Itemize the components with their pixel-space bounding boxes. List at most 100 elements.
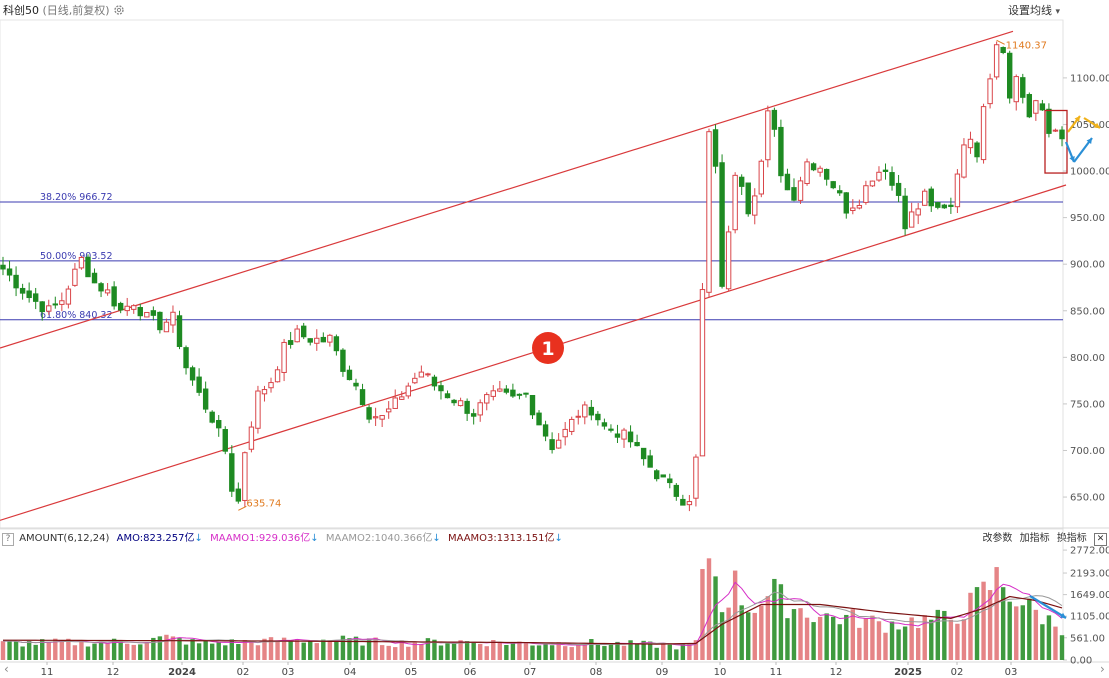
candle-body bbox=[477, 402, 483, 416]
amount-bar bbox=[942, 610, 947, 660]
amount-bar bbox=[170, 636, 176, 660]
scroll-right-button: › bbox=[1100, 662, 1105, 676]
candle-body bbox=[987, 78, 993, 105]
candle-body bbox=[209, 411, 215, 423]
ma-settings-button[interactable]: 设置均线 ▾ bbox=[1008, 2, 1060, 20]
amount-bar bbox=[752, 612, 757, 660]
x-tick-label: 11 bbox=[770, 667, 783, 678]
amount-bar bbox=[242, 640, 248, 660]
amount-bar bbox=[876, 621, 882, 660]
amount-bar bbox=[0, 641, 6, 660]
amount-bar bbox=[844, 614, 849, 660]
candle-body bbox=[948, 204, 954, 207]
gear-icon[interactable] bbox=[113, 4, 125, 16]
candle-body bbox=[765, 110, 771, 161]
amount-bar bbox=[811, 622, 816, 660]
change-params-button[interactable]: 改参数 bbox=[982, 533, 1013, 544]
candle-body bbox=[144, 311, 150, 318]
candle-body bbox=[889, 172, 895, 186]
arrow-yellow-down-head bbox=[1094, 122, 1100, 128]
candle-body bbox=[823, 168, 830, 180]
down-arrow-icon: ↓ bbox=[194, 533, 203, 544]
amount-tick-label: 0.00 bbox=[1070, 656, 1092, 667]
arrow-blue-down-head bbox=[1069, 156, 1075, 162]
amount-bar bbox=[203, 640, 208, 660]
candle-body bbox=[621, 429, 627, 440]
amount-bar bbox=[236, 644, 241, 660]
candle-body bbox=[412, 377, 418, 384]
candle-body bbox=[294, 328, 300, 343]
amount-bar bbox=[131, 644, 136, 660]
candle-body bbox=[555, 439, 562, 449]
amount-bar bbox=[883, 632, 888, 660]
add-indicator-button[interactable]: 加指标 bbox=[1019, 533, 1050, 544]
amount-bar bbox=[615, 641, 620, 660]
amount-bar bbox=[680, 644, 686, 660]
candle-body bbox=[608, 428, 614, 431]
candle-body bbox=[523, 392, 529, 395]
low-label: 635.74 bbox=[246, 498, 281, 509]
candle-body bbox=[366, 407, 372, 420]
amount-bar bbox=[955, 623, 960, 660]
candle-body bbox=[510, 389, 516, 397]
fib-label: 50.00% 903.52 bbox=[40, 251, 112, 262]
amount-bar bbox=[602, 646, 607, 660]
candle-body bbox=[549, 439, 555, 451]
candle-body bbox=[131, 305, 137, 310]
y-tick-label: 1050.00 bbox=[1070, 120, 1109, 131]
candle-body bbox=[640, 447, 647, 460]
candle-body bbox=[39, 301, 45, 313]
candle-body bbox=[385, 408, 392, 413]
amount-bar bbox=[713, 576, 718, 660]
amount-bar bbox=[373, 637, 378, 660]
x-tick-label: 09 bbox=[656, 667, 669, 678]
candle-body bbox=[719, 162, 725, 287]
candle-body bbox=[268, 382, 274, 389]
amount-bar bbox=[902, 626, 908, 660]
amount-bar bbox=[105, 643, 110, 660]
candle-body bbox=[497, 388, 503, 392]
switch-indicator-button[interactable]: 换指标 bbox=[1056, 533, 1087, 544]
candle-body bbox=[470, 413, 477, 417]
candle-body bbox=[59, 300, 65, 305]
candle-body bbox=[242, 452, 248, 501]
candle-body bbox=[863, 185, 869, 203]
close-icon[interactable]: ✕ bbox=[1094, 533, 1107, 546]
amount-bar bbox=[765, 596, 771, 660]
amount-bar bbox=[262, 638, 267, 660]
candle-body bbox=[353, 382, 359, 387]
help-icon[interactable]: ? bbox=[2, 533, 14, 546]
amount-bar bbox=[497, 642, 503, 660]
candle-body bbox=[516, 393, 523, 396]
candle-body bbox=[333, 336, 340, 352]
amount-bar bbox=[308, 640, 313, 660]
amount-bar bbox=[674, 649, 679, 660]
candle-body bbox=[1000, 47, 1006, 53]
amount-bar bbox=[347, 638, 352, 660]
y-tick-label: 850.00 bbox=[1070, 306, 1105, 317]
amount-bar bbox=[85, 646, 91, 660]
amount-bar bbox=[798, 608, 803, 660]
amount-bar bbox=[399, 640, 404, 660]
channel-upper bbox=[0, 30, 1014, 349]
candle-body bbox=[654, 470, 660, 480]
amount-bar bbox=[595, 643, 601, 660]
candle-body bbox=[320, 336, 327, 343]
candle-body bbox=[706, 131, 712, 293]
candle-body bbox=[529, 394, 536, 416]
candle-body bbox=[660, 474, 666, 478]
amount-bar bbox=[451, 643, 457, 660]
candle-body bbox=[1039, 103, 1046, 111]
instrument-name: 科创50 bbox=[3, 4, 39, 17]
amount-bar bbox=[791, 609, 797, 660]
amount-bar bbox=[608, 643, 614, 660]
candle-body bbox=[464, 400, 470, 414]
x-tick-label: 05 bbox=[405, 667, 418, 678]
candle-body bbox=[425, 373, 431, 376]
candle-body bbox=[830, 181, 836, 189]
amount-bar bbox=[432, 639, 437, 660]
x-tick-label: 06 bbox=[464, 667, 477, 678]
candle-body bbox=[274, 369, 281, 383]
amount-bar bbox=[628, 640, 633, 660]
